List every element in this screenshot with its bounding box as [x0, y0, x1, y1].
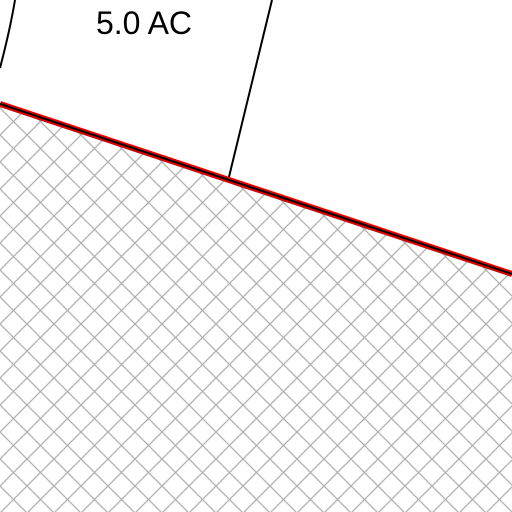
- parcel-label: 5.0 AC: [96, 5, 192, 41]
- parcel-line: [227, 0, 273, 182]
- boundary-line: [0, 103, 512, 275]
- parcel-line: [0, 0, 16, 69]
